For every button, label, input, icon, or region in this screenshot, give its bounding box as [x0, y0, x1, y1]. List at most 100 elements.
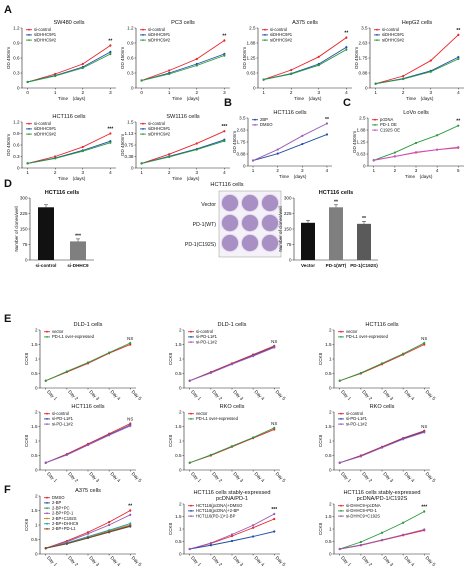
y-tick-label: 0.6 [127, 56, 134, 61]
series-line [141, 55, 225, 81]
significance-label: NS [127, 417, 133, 422]
significance-label: NS [421, 424, 427, 429]
x-tick-label: 2 [54, 170, 57, 175]
legend-label: si-PD-L1#1 [196, 334, 218, 339]
legend-label: siDHHC9#1 [148, 126, 171, 131]
significance-label: ** [344, 31, 348, 37]
series-line [27, 45, 111, 83]
x-tick-label: 0 [140, 90, 143, 95]
x-tick-label: Day 3 [232, 389, 244, 401]
x-axis-label: Time [172, 176, 182, 181]
legend-label: siDHHC9#2 [148, 131, 171, 136]
chart-title: HCT116 cells [365, 322, 398, 328]
series-line [27, 142, 111, 164]
chart-title: DLD-1 cells [218, 322, 247, 328]
x-tick-label: 1 [262, 90, 265, 95]
x-tick-label: Day 1 [190, 471, 202, 483]
x-tick-label: Day 3 [382, 389, 394, 401]
y-tick-label: 1.5 [127, 120, 134, 125]
chart-title: RKO cells [220, 404, 245, 410]
x-tick-label: Day 5 [131, 471, 143, 483]
legend-label: si-control [34, 121, 51, 126]
data-point [86, 536, 90, 539]
x-tick-label: 3 [196, 170, 199, 175]
x-tick-label: Day 2 [67, 389, 79, 401]
data-point [109, 44, 112, 47]
data-point [209, 371, 212, 375]
chart-title: A375 cells [75, 488, 101, 494]
x-tick-label: Day 4 [109, 471, 121, 483]
series-line [141, 140, 225, 164]
data-point [457, 146, 460, 149]
y-tick-label: 0.5 [31, 453, 38, 458]
x-axis-unit: (days) [73, 96, 86, 101]
y-tick-label: 75 [22, 242, 28, 247]
y-tick-label: 0.38 [125, 154, 134, 159]
chart-title: SW480 cells [53, 20, 84, 26]
legend-label: DMSO [260, 122, 273, 127]
data-point [402, 77, 405, 81]
y-axis-label: OD 450nm [352, 131, 357, 153]
y-axis-label: CCK8 [168, 434, 173, 447]
legend-marker [340, 412, 342, 415]
y-axis-label: CCK8 [24, 352, 29, 365]
series-line [375, 58, 459, 85]
data-point [273, 426, 276, 430]
x-tick-label: 3 [318, 90, 321, 95]
colony-assay-panel: HCT116 cells Vector PD-1(WT) PD-1(C192S) [185, 182, 282, 258]
chart-f3: HCT116 cells stably-expressedpcDNA/PD-1/… [318, 490, 437, 566]
series-line [375, 34, 459, 85]
x-tick-label: 3 [109, 90, 112, 95]
legend-label: si-PD-L1#2 [52, 421, 74, 426]
y-tick-label: 0.5 [175, 539, 182, 544]
y-tick-label: 0 [35, 386, 38, 391]
x-tick-label: 2 [402, 90, 405, 95]
legend-marker [254, 124, 256, 126]
x-tick-label: 2 [290, 90, 293, 95]
data-point [108, 529, 111, 532]
significance-label: *** [75, 233, 81, 239]
colony-row-label-3: PD-1(C192S) [185, 242, 216, 248]
legend-marker [142, 133, 144, 136]
y-axis-label: CCK8 [168, 352, 173, 365]
y-tick-label: 0 [17, 166, 20, 171]
data-point [338, 547, 341, 551]
x-tick-label: 4 [326, 168, 329, 173]
x-axis-label: Time [58, 96, 68, 101]
x-tick-label: Day 5 [275, 555, 287, 566]
x-tick-label: Day 2 [361, 555, 373, 566]
y-tick-label: 0 [131, 86, 134, 91]
data-point [273, 517, 276, 521]
data-point [26, 80, 29, 84]
y-tick-label: 3.5 [361, 26, 368, 31]
chart-a4: HepG2 cells 0 0.88 1.75 2.63 3.5 OD 450nm 1 2 3 4 T… [354, 20, 464, 101]
x-tick-label: Day 3 [382, 555, 394, 566]
chart-title: PC3 cells [171, 20, 195, 26]
colony-well [260, 193, 280, 213]
y-tick-label: 2 [179, 328, 182, 333]
data-point [108, 351, 111, 354]
colony-row-label-1: Vector [201, 202, 216, 208]
legend-marker [28, 122, 30, 125]
x-tick-label: Day 1 [190, 389, 202, 401]
legend-marker [376, 39, 378, 41]
legend-marker [142, 127, 144, 130]
y-axis-label: CCK8 [318, 434, 323, 447]
x-axis-unit: (days) [421, 96, 434, 101]
data-point [81, 145, 84, 149]
y-tick-label: 1 [329, 439, 332, 444]
chart-a2: PC3 cells 0 0.3 0.6 0.9 1.2 OD 450nm 0 1 2 3 Time (d… [120, 20, 230, 101]
x-tick-label: Day 1 [46, 555, 58, 566]
chart-title: A375 cells [292, 20, 318, 26]
legend-label: siDHHC9#2 [148, 37, 171, 42]
data-point [359, 540, 362, 544]
legend-marker [374, 118, 376, 121]
x-tick-label: 4 [345, 90, 348, 95]
legend-label: si-PD-L1#1 [346, 416, 368, 421]
data-point [140, 79, 143, 82]
series-line [141, 130, 225, 164]
legend-marker [46, 330, 48, 333]
legend-marker [190, 515, 192, 517]
y-tick-label: 0.6 [13, 56, 20, 61]
y-tick-label: 1 [35, 439, 38, 444]
